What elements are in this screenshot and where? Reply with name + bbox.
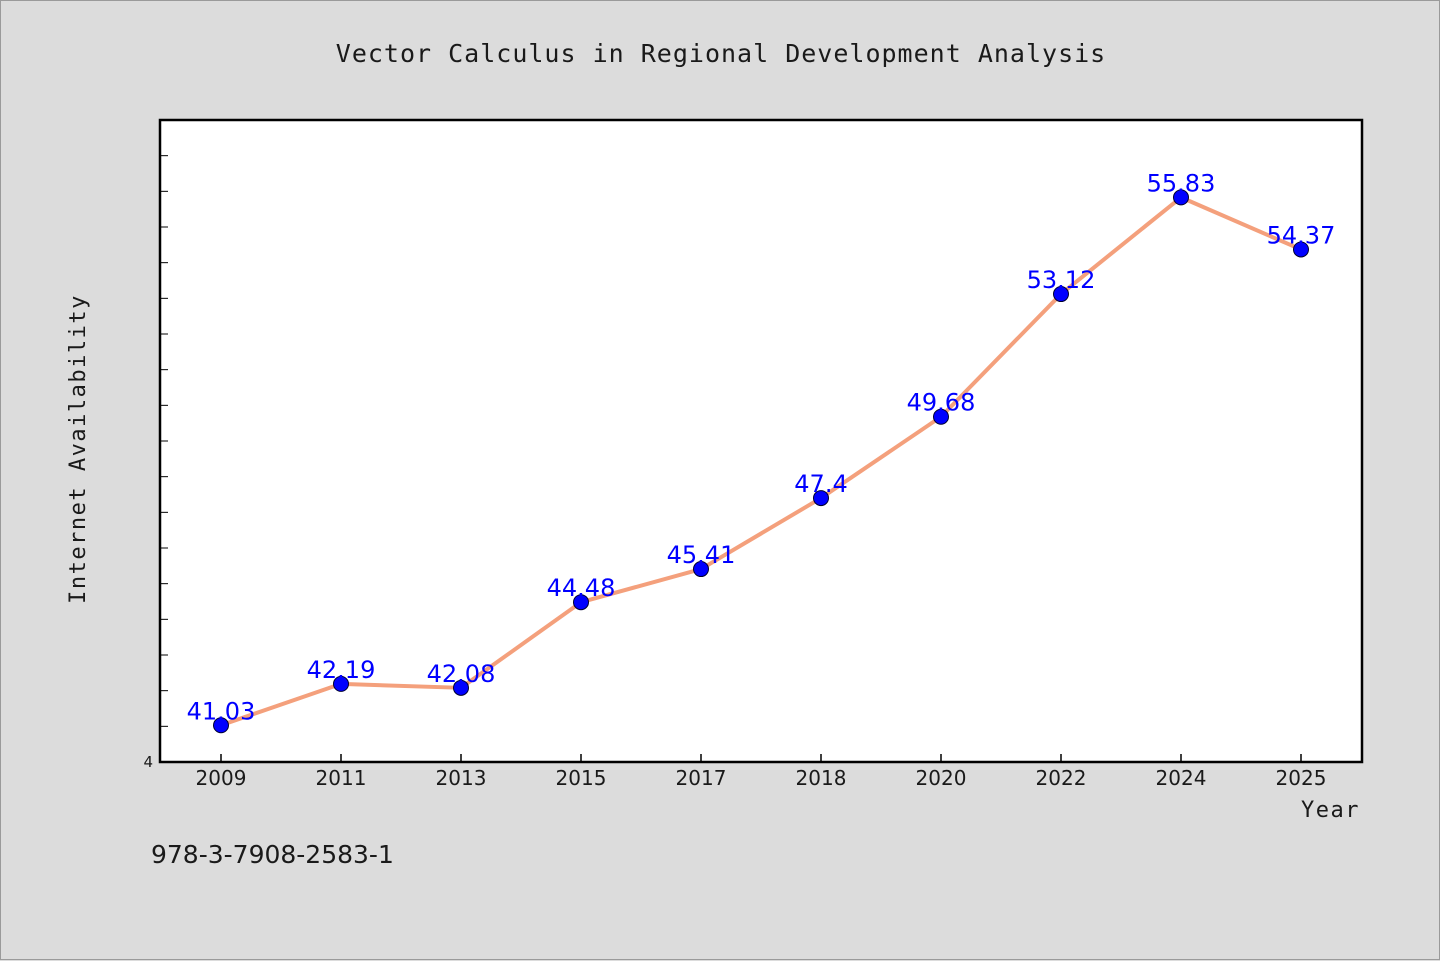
y-axis-ticks (160, 155, 168, 727)
data-label: 42.08 (427, 660, 496, 688)
data-point (933, 408, 949, 425)
plot-area (158, 118, 1364, 764)
x-axis-title: Year (1301, 798, 1360, 823)
data-point (573, 594, 589, 611)
data-label: 54.37 (1267, 221, 1336, 249)
x-tick-label: 2015 (556, 766, 607, 790)
chart-title: Vector Calculus in Regional Development … (336, 39, 1106, 68)
data-label: 42.19 (307, 656, 376, 684)
x-tick-label: 2011 (316, 766, 367, 790)
y-axis-min-label: 4 (143, 753, 153, 771)
series-line (219, 195, 1303, 728)
x-axis-tick-labels: 2009 2011 2013 2015 2017 2018 2020 2022 2024 2025 (196, 766, 1327, 790)
data-label: 45.41 (667, 541, 736, 569)
data-label: 49.68 (907, 389, 976, 417)
x-tick-label: 2024 (1156, 766, 1207, 790)
data-label: 53.12 (1027, 266, 1096, 294)
x-tick-label: 2018 (796, 766, 847, 790)
data-point (1293, 241, 1309, 258)
series-data-labels: 41.03 42.19 42.08 44.48 45.41 47.4 49.68 53.12 5… (187, 169, 1336, 725)
data-point (813, 490, 829, 507)
y-axis-title: Internet Availability (66, 294, 91, 604)
x-tick-label: 2025 (1276, 766, 1327, 790)
x-tick-label: 2020 (916, 766, 967, 790)
x-tick-label: 2017 (676, 766, 727, 790)
data-point (1173, 189, 1189, 206)
data-point (693, 561, 709, 578)
data-label: 41.03 (187, 697, 256, 725)
x-tick-label: 2009 (196, 766, 247, 790)
series-markers (213, 189, 1309, 734)
data-point (1053, 286, 1069, 303)
data-point (453, 679, 469, 696)
data-label: 47.4 (794, 470, 847, 498)
data-label: 55.83 (1147, 169, 1216, 197)
footer-isbn: 978-3-7908-2583-1 (151, 840, 394, 869)
x-tick-label: 2022 (1036, 766, 1087, 790)
x-axis-ticks (220, 754, 1302, 762)
x-tick-label: 2013 (436, 766, 487, 790)
data-point (333, 675, 349, 692)
data-point (213, 717, 229, 734)
data-label: 44.48 (547, 574, 616, 602)
